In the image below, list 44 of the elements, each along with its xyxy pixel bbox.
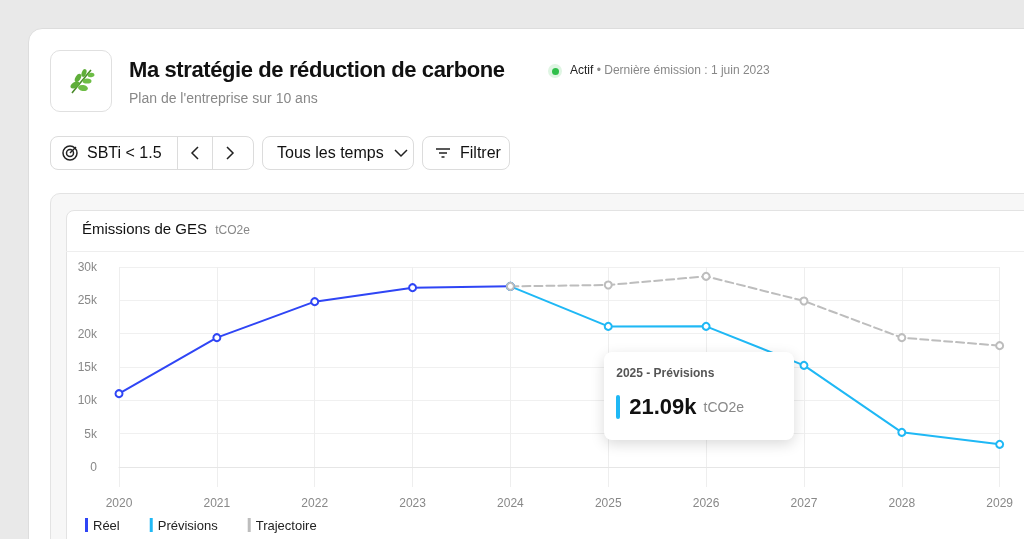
chart-title: Émissions de GES — [82, 220, 208, 237]
x-tick-label: 2020 — [105, 496, 133, 510]
text: Actif — [570, 63, 594, 77]
y-tick-label: 20k — [77, 326, 98, 341]
text: Ma stratégie de réduction de carbone — [129, 57, 505, 83]
point — [799, 296, 809, 306]
point — [701, 321, 711, 331]
legend-label: Prévisions — [157, 517, 219, 533]
text: Filtrer — [460, 144, 501, 162]
y-tick-label: 0 — [90, 460, 98, 474]
point — [897, 333, 907, 343]
text: Tous les temps — [277, 144, 384, 162]
x-tick-label: 2028 — [888, 496, 916, 510]
x-tick-label: 2025 — [594, 496, 622, 510]
x-tick-label: 2023 — [399, 496, 427, 510]
x-tick-label: 2029 — [986, 496, 1014, 510]
text: • Dernière émission : 1 juin 2023 — [596, 63, 770, 77]
x-tick-label: 2024 — [497, 496, 525, 510]
point — [799, 360, 809, 370]
x-tick-label: 2027 — [790, 496, 818, 510]
point — [310, 297, 320, 307]
text: SBTi < 1.5 — [87, 144, 163, 162]
x-tick-label: 2021 — [203, 496, 231, 510]
annotation: 2025 - Prévisions 21.09k tCO2e — [616, 366, 745, 421]
legend-label: Trajectoire — [255, 517, 317, 533]
point — [897, 427, 907, 437]
point — [995, 341, 1005, 351]
text: Plan de l'entreprise sur 10 ans — [129, 90, 318, 106]
y-tick-label: 25k — [77, 293, 98, 308]
point — [995, 439, 1005, 449]
x-tick-label: 2022 — [301, 496, 329, 510]
point — [114, 389, 124, 399]
y-tick-label: 10k — [77, 393, 98, 408]
point — [603, 280, 613, 290]
x-tick-label: 2026 — [692, 496, 720, 510]
y-tick-label: 5k — [84, 426, 98, 441]
point — [701, 271, 711, 281]
y-tick-label: 15k — [77, 360, 98, 374]
point — [212, 333, 222, 343]
legend-label: Réel — [93, 517, 120, 533]
y-tick-label: 30k — [77, 260, 98, 274]
point — [408, 283, 418, 293]
point — [603, 321, 613, 331]
y-axis-title: tCO2e — [215, 223, 250, 237]
